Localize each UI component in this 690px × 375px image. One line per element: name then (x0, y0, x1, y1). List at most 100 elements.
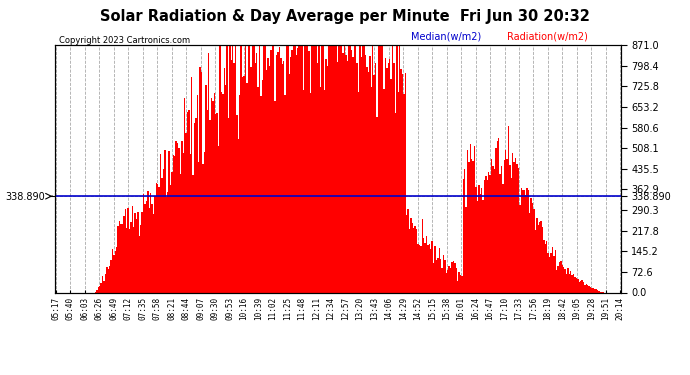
Bar (403, 94, 404, 292)
Bar (137, 212, 139, 292)
Bar (492, 166, 493, 292)
Bar (339, 45, 341, 292)
Bar (591, 288, 593, 292)
Bar (300, 45, 302, 292)
Bar (587, 285, 589, 292)
Bar (335, 45, 337, 292)
Bar (331, 45, 333, 292)
Bar (106, 267, 108, 292)
Bar (338, 45, 339, 292)
Bar (253, 45, 255, 292)
Bar (299, 45, 300, 292)
Bar (589, 286, 590, 292)
Bar (381, 45, 382, 292)
Bar (126, 228, 128, 292)
Bar (241, 45, 242, 292)
Bar (279, 47, 280, 292)
Bar (501, 166, 502, 292)
Bar (286, 45, 287, 292)
Bar (199, 68, 201, 292)
Bar (171, 172, 172, 292)
Bar (369, 56, 371, 292)
Bar (204, 152, 205, 292)
Bar (426, 236, 427, 292)
Bar (362, 45, 364, 292)
Bar (124, 209, 126, 292)
Bar (297, 48, 299, 292)
Bar (232, 45, 233, 292)
Bar (319, 87, 321, 292)
Text: Median(w/m2): Median(w/m2) (411, 32, 481, 42)
Bar (239, 95, 241, 292)
Bar (377, 45, 379, 292)
Bar (376, 117, 377, 292)
Bar (262, 80, 263, 292)
Bar (313, 45, 314, 292)
Bar (598, 291, 600, 292)
Bar (186, 133, 187, 292)
Bar (546, 242, 547, 292)
Bar (372, 45, 373, 292)
Bar (522, 189, 524, 292)
Bar (109, 266, 110, 292)
Bar (552, 247, 553, 292)
Bar (477, 201, 478, 292)
Bar (322, 45, 324, 292)
Bar (543, 240, 544, 292)
Bar (595, 290, 597, 292)
Bar (233, 63, 235, 292)
Bar (202, 164, 204, 292)
Bar (435, 260, 437, 292)
Bar (236, 115, 237, 292)
Bar (355, 45, 357, 292)
Bar (314, 45, 315, 292)
Bar (269, 66, 270, 292)
Bar (287, 45, 288, 292)
Bar (146, 201, 147, 292)
Bar (553, 256, 555, 292)
Bar (181, 141, 182, 292)
Bar (218, 146, 219, 292)
Bar (102, 276, 103, 292)
Bar (411, 219, 412, 292)
Bar (104, 281, 105, 292)
Bar (276, 55, 277, 292)
Bar (358, 92, 359, 292)
Bar (256, 53, 257, 292)
Bar (533, 209, 535, 292)
Text: Solar Radiation & Day Average per Minute  Fri Jun 30 20:32: Solar Radiation & Day Average per Minute… (100, 9, 590, 24)
Bar (584, 285, 586, 292)
Bar (150, 193, 151, 292)
Bar (282, 64, 283, 292)
Bar (121, 224, 123, 292)
Bar (365, 56, 366, 292)
Bar (524, 190, 525, 292)
Text: Radiation(w/m2): Radiation(w/m2) (507, 32, 588, 42)
Bar (136, 219, 137, 292)
Bar (349, 45, 351, 292)
Bar (578, 282, 580, 292)
Bar (318, 45, 319, 292)
Bar (474, 146, 475, 292)
Bar (529, 213, 531, 292)
Bar (346, 62, 348, 292)
Bar (498, 138, 500, 292)
Bar (208, 53, 209, 292)
Bar (353, 57, 354, 292)
Bar (577, 279, 578, 292)
Bar (448, 266, 450, 292)
Bar (375, 63, 376, 292)
Bar (123, 216, 124, 292)
Bar (556, 270, 558, 292)
Bar (361, 57, 362, 292)
Bar (96, 290, 98, 292)
Bar (538, 225, 539, 292)
Bar (464, 170, 465, 292)
Bar (482, 200, 484, 292)
Bar (139, 236, 140, 292)
Bar (500, 174, 501, 292)
Bar (560, 261, 562, 292)
Bar (259, 45, 260, 292)
Bar (359, 45, 361, 292)
Bar (283, 62, 284, 292)
